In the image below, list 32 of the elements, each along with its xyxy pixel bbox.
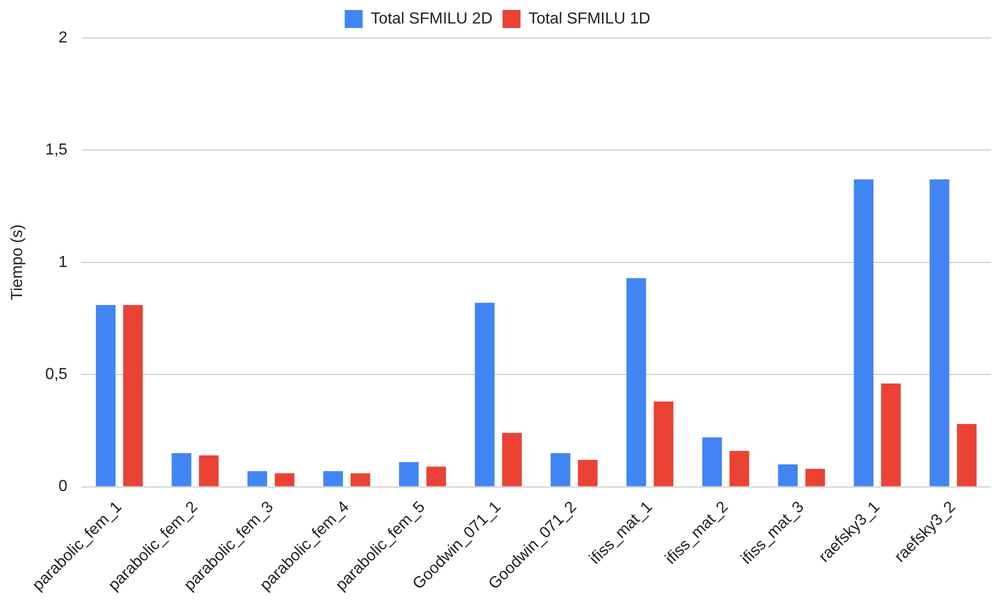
y-tick-label: 1,5 (45, 142, 68, 159)
bar (881, 384, 901, 486)
y-tick-label: 0,5 (45, 366, 68, 383)
bar (350, 473, 370, 486)
y-tick-label: 2 (58, 29, 68, 46)
bar (578, 460, 598, 486)
bar (930, 179, 950, 486)
bar (778, 464, 798, 486)
bar (626, 278, 646, 486)
legend-label: Total SFMILU 1D (528, 10, 650, 28)
bar (730, 450, 750, 486)
bar (323, 471, 343, 486)
bar (198, 455, 219, 486)
bar (274, 473, 294, 486)
bar (956, 424, 977, 486)
bar (172, 453, 192, 486)
bar (247, 471, 268, 486)
bar (123, 305, 143, 486)
legend-label: Total SFMILU 2D (370, 10, 492, 28)
bar (474, 302, 495, 486)
bar (805, 468, 825, 486)
y-tick-label: 1 (58, 254, 68, 271)
bar (654, 402, 674, 486)
bar (502, 432, 522, 486)
bar (702, 437, 722, 486)
y-tick-label: 0 (58, 478, 68, 496)
bar (426, 466, 446, 486)
bar (550, 453, 570, 486)
y-axis-title: Tiempo (s) (9, 224, 26, 300)
bar (854, 179, 874, 486)
bar (399, 462, 419, 486)
bar (96, 305, 116, 486)
